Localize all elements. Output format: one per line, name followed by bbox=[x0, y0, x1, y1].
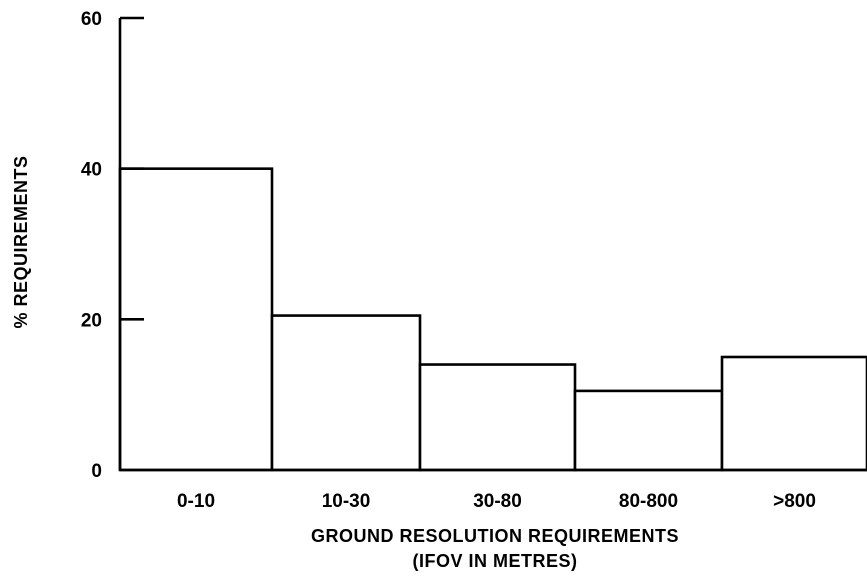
bar-800 bbox=[720, 355, 867, 472]
category-labels-group: 0-10 10-30 30-80 80-800 >800 bbox=[177, 491, 816, 512]
bar-80-800 bbox=[573, 389, 724, 472]
bar-30-80 bbox=[418, 363, 577, 472]
y-axis-title: % REQUIREMENTS bbox=[11, 155, 31, 328]
x-category-label-30-80: 30-80 bbox=[473, 491, 522, 512]
x-axis-title-line-2: (IFOV IN METRES) bbox=[413, 551, 578, 571]
axes-group bbox=[118, 18, 867, 472]
y-tick-label-20: 20 bbox=[81, 310, 102, 331]
x-axis-title-line-1: GROUND RESOLUTION REQUIREMENTS bbox=[311, 526, 679, 546]
bars-group bbox=[118, 167, 867, 472]
y-ticks-group: 0 20 40 60 bbox=[81, 9, 144, 482]
y-tick-label-60: 60 bbox=[81, 9, 102, 30]
x-category-label-0-10: 0-10 bbox=[177, 491, 215, 512]
x-category-label-80-800: 80-800 bbox=[619, 491, 678, 512]
y-tick-label-0: 0 bbox=[91, 461, 102, 482]
x-category-label-10-30: 10-30 bbox=[322, 491, 371, 512]
x-category-label-800: >800 bbox=[773, 491, 816, 512]
bar-10-30 bbox=[270, 314, 422, 472]
bar-0-10 bbox=[118, 167, 274, 472]
y-tick-label-40: 40 bbox=[81, 160, 102, 181]
